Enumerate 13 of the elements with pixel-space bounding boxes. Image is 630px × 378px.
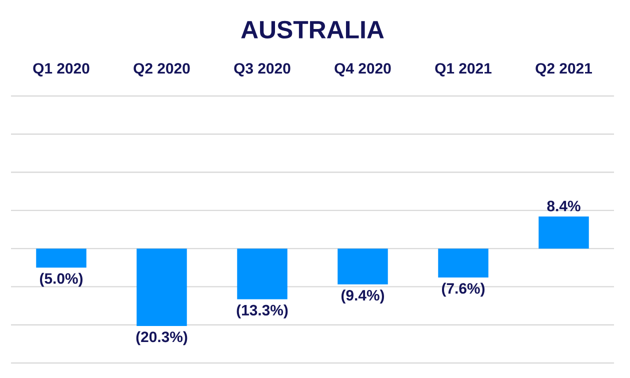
data-label: 8.4%: [547, 200, 580, 212]
x-tick-label: Q2 2020: [134, 63, 190, 76]
data-label: (7.6%): [442, 282, 485, 297]
data-label: (13.3%): [236, 304, 288, 318]
x-tick-label: Q1 2020: [33, 63, 90, 76]
data-label: (5.0%): [40, 272, 83, 287]
x-tick-label: Q4 2020: [334, 63, 391, 76]
chart-title: AUSTRALIA: [241, 20, 384, 39]
x-tick-label: Q2 2021: [536, 63, 592, 76]
data-label: (9.4%): [341, 290, 384, 304]
x-tick-label: Q3 2020: [234, 63, 290, 76]
data-label: (20.3%): [136, 331, 188, 346]
x-tick-label: Q1 2021: [435, 63, 492, 76]
